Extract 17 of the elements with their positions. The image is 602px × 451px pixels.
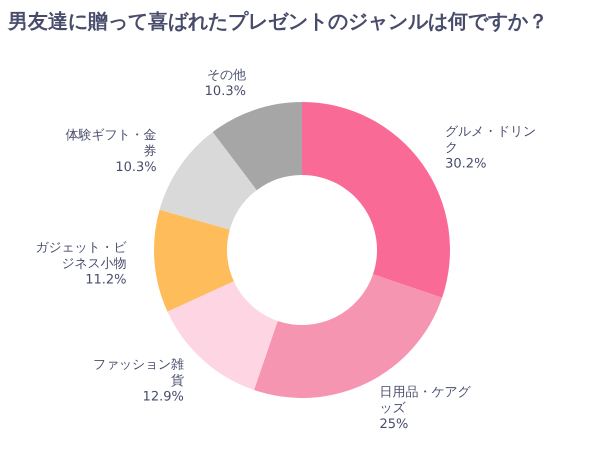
data-label: 12.9% <box>142 389 184 404</box>
slice-label: ガジェット・ビジネス小物 <box>36 240 128 272</box>
slice-label: 日用品・ケアグッズ <box>380 385 472 416</box>
donut-slice <box>154 210 234 312</box>
data-label: 30.2% <box>445 156 486 172</box>
slice-label: その他 <box>206 68 246 84</box>
data-label: 25% <box>380 417 408 432</box>
slice-label: ファッション雑貨 <box>92 357 184 388</box>
slice-label: グルメ・ドリンク <box>445 124 536 156</box>
slice-label: 体験ギフト・金券 <box>66 128 157 159</box>
data-label: 10.3% <box>115 160 157 175</box>
chart-title: 男友達に贈って喜ばれたプレゼントのジャンルは何ですか？ <box>8 8 549 35</box>
data-label: 11.2% <box>85 272 127 288</box>
donut-slice <box>254 274 442 398</box>
donut-slice <box>160 132 257 230</box>
data-label: 10.3% <box>204 84 246 100</box>
donut-slice <box>212 102 302 190</box>
